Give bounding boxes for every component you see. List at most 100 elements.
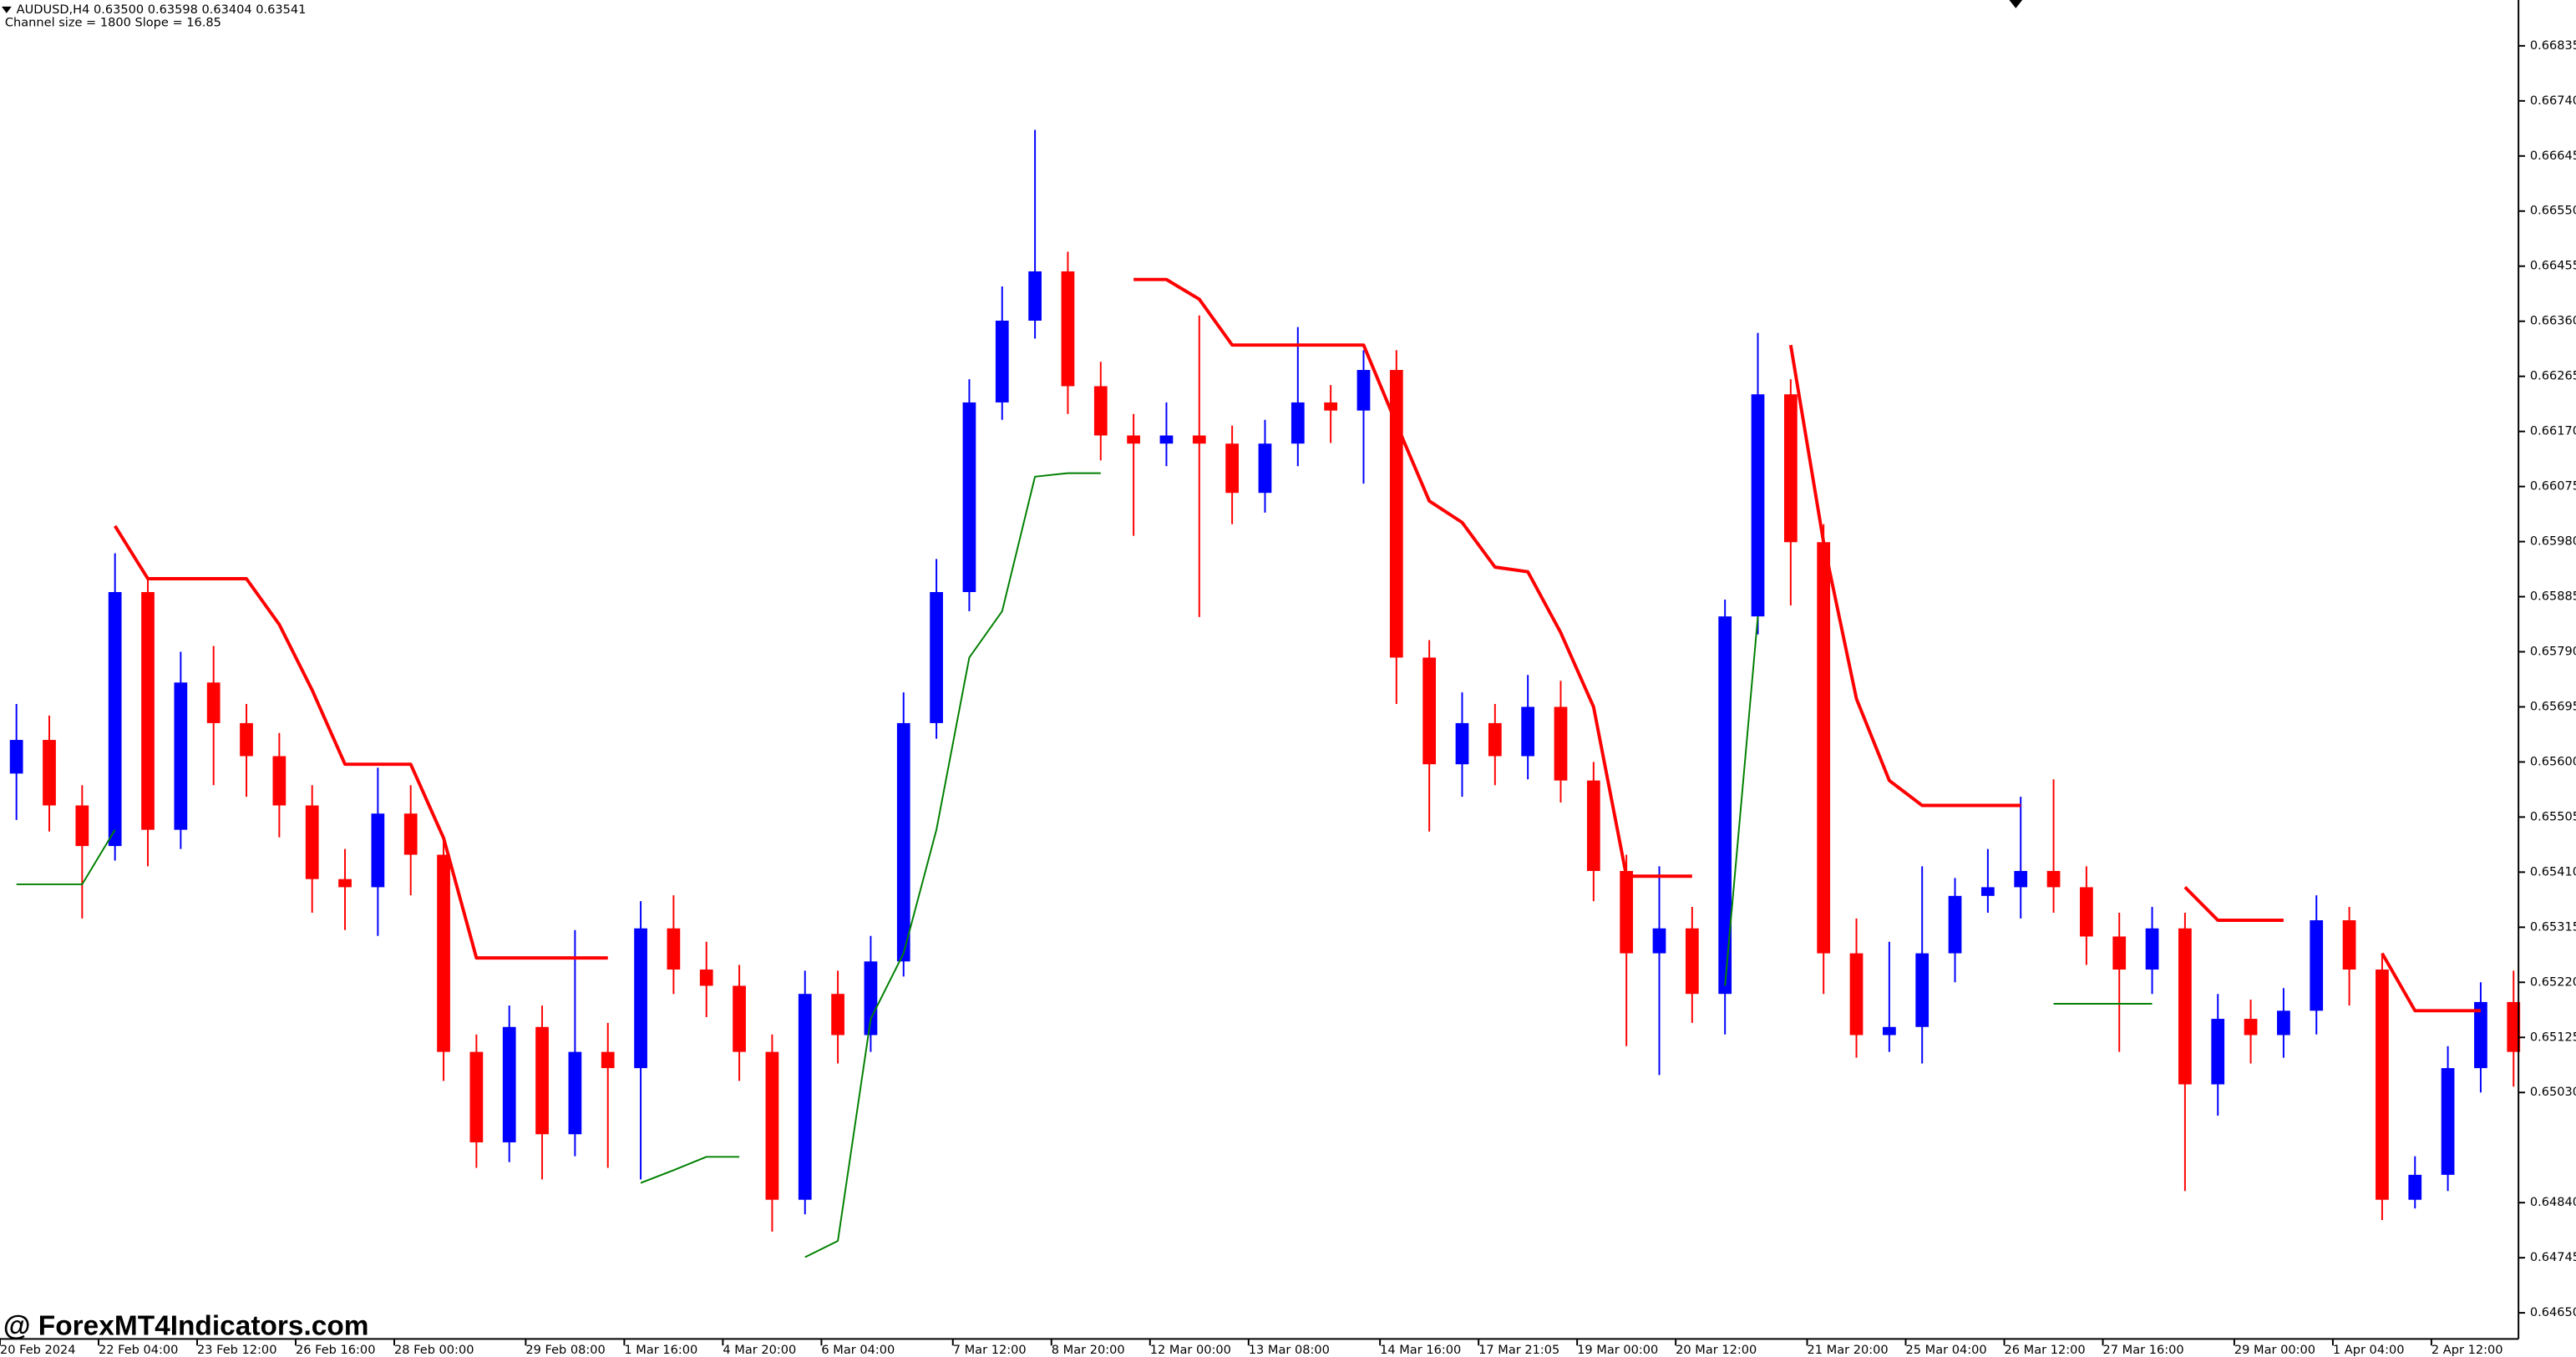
x-tick-label: 28 Feb 00:00 [394,1343,474,1357]
collapse-icon[interactable] [1,6,12,13]
candle-body [1422,657,1437,765]
shift-marker[interactable] [2009,0,2023,8]
candle-body [1093,386,1108,436]
candle-body [1751,394,1765,617]
x-tick-label: 7 Mar 12:00 [953,1343,1027,1357]
indicator-line [114,277,2481,1013]
y-tick-label: 0.66835 [2530,38,2576,53]
x-tick-label: 27 Mar 16:00 [2103,1343,2184,1357]
candle-body [1258,443,1272,494]
candle-body [2441,1068,2455,1175]
plot-area [9,129,2521,1258]
candle-body [240,722,253,757]
candle-body [1324,402,1338,411]
x-tick-label: 23 Feb 12:00 [197,1343,276,1357]
candle-body [2342,920,2356,970]
candle-body [2474,1001,2487,1069]
candle-body [75,805,89,847]
candle-body [403,813,418,855]
candle-body [1225,443,1239,494]
candle-body [733,985,746,1052]
candle-body [798,994,812,1200]
candle-body [2408,1174,2422,1200]
x-tick-label: 26 Mar 12:00 [2005,1343,2086,1357]
candle-body [502,1026,516,1142]
candle-body [1948,895,1962,954]
candle-body [2014,870,2028,888]
candle-body [1652,928,1666,954]
candle-body [1356,370,1371,411]
x-tick-label: 13 Mar 08:00 [1249,1343,1330,1357]
candle-body [831,994,844,1035]
candle-body [2080,887,2093,937]
indicator-info: Channel size = 1800 Slope = 16.85 [5,16,221,30]
candle-body [206,682,221,723]
x-tick-label: 21 Mar 20:00 [1808,1343,1889,1357]
candle-body [1554,706,1568,781]
y-tick-label: 0.65885 [2530,590,2576,604]
x-tick-label: 25 Mar 04:00 [1906,1343,1987,1357]
x-tick-label: 26 Feb 16:00 [296,1343,375,1357]
x-tick-label: 8 Mar 20:00 [1052,1343,1125,1357]
y-tick-label: 0.65695 [2530,699,2576,713]
candle-body [2178,928,2192,1085]
candle-body [962,402,976,592]
candle-body [1783,394,1798,543]
y-tick-label: 0.65505 [2530,809,2576,823]
y-tick-label: 0.66265 [2530,369,2576,383]
indicator-line [16,472,2153,1258]
candle-body [1718,616,1732,995]
y-tick-label: 0.65600 [2530,754,2576,768]
candle-body [1586,780,1600,871]
candle-body [272,756,287,806]
candle-body [1159,435,1174,444]
y-tick-label: 0.64745 [2530,1250,2576,1264]
candle-body [535,1026,549,1135]
x-tick-label: 20 Mar 12:00 [1676,1343,1757,1357]
y-tick-label: 0.65030 [2530,1085,2576,1099]
candle-body [2211,1019,2225,1085]
candle-body [1061,271,1075,387]
candle-body [1455,722,1469,765]
y-tick-label: 0.66455 [2530,259,2576,273]
x-tick-label: 29 Feb 08:00 [525,1343,605,1357]
x-tick-label: 12 Mar 00:00 [1150,1343,1231,1357]
candle-body [995,321,1009,403]
candle-body [2507,1001,2521,1052]
candle-body [1849,953,1864,1035]
y-tick-label: 0.65125 [2530,1030,2576,1044]
candle-body [371,813,385,888]
symbol-info: AUDUSD,H4 0.63500 0.63598 0.63404 0.6354… [17,3,307,17]
candle-body [1981,887,1995,896]
candle-body [437,854,450,1052]
candle-body [338,879,352,888]
candle-body [1291,402,1305,444]
watermark: @ ForexMT4Indicators.com [3,1310,369,1341]
x-tick-label: 4 Mar 20:00 [723,1343,796,1357]
candle-body [634,928,647,1069]
candle-body [2310,920,2324,1011]
candle-body [1915,953,1929,1027]
candle-body [9,740,23,774]
y-tick-label: 0.65790 [2530,644,2576,658]
y-tick-label: 0.64650 [2530,1305,2576,1319]
y-tick-label: 0.65315 [2530,919,2576,934]
candle-body [1521,706,1535,757]
candle-body [930,591,943,723]
x-tick-label: 29 Mar 00:00 [2234,1343,2315,1357]
x-tick-label: 17 Mar 21:05 [1478,1343,1559,1357]
candle-body [765,1051,779,1200]
x-tick-label: 22 Feb 04:00 [99,1343,178,1357]
candle-body [667,928,681,970]
x-tick-label: 2 Apr 12:00 [2431,1343,2503,1357]
y-tick-label: 0.66075 [2530,479,2576,494]
candle-body [2244,1019,2258,1035]
candle-body [141,591,155,830]
y-tick-label: 0.66170 [2530,424,2576,438]
candle-body [864,961,878,1035]
candle-body [43,740,56,806]
candle-body [1127,435,1140,444]
x-tick-label: 1 Apr 04:00 [2333,1343,2405,1357]
